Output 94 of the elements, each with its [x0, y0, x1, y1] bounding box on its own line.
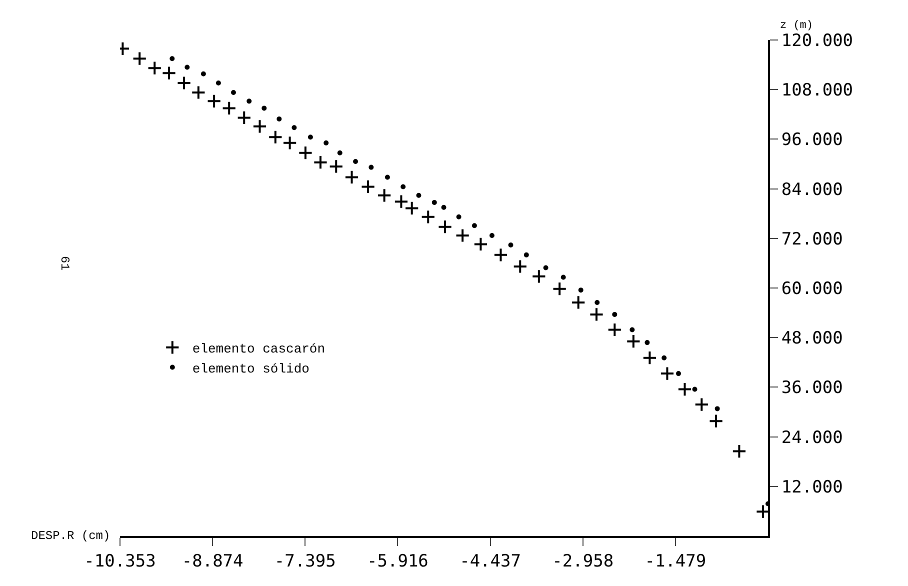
y-tick-label: 72.000: [781, 229, 843, 250]
point: [432, 200, 437, 205]
point: [191, 85, 206, 100]
legend-label: elemento cascarón: [192, 341, 326, 356]
point: [162, 66, 176, 80]
point: [236, 110, 252, 126]
point: [532, 269, 546, 284]
point: [660, 366, 675, 381]
point: [438, 220, 452, 234]
point: [384, 174, 390, 180]
point: [308, 134, 313, 140]
point: [400, 184, 406, 190]
point: [571, 295, 586, 310]
point: [493, 248, 508, 262]
y-tick-label: 108.000: [781, 80, 854, 101]
point: [404, 200, 420, 216]
y-tick-label: 12.000: [781, 477, 843, 498]
y-axis-title: z (m): [780, 20, 814, 32]
point: [607, 322, 622, 338]
x-tick-label: -1.479: [644, 551, 706, 572]
point: [170, 56, 175, 62]
point: [216, 80, 221, 86]
point: [206, 94, 222, 108]
point: [642, 350, 657, 366]
point: [282, 136, 298, 150]
point: [184, 64, 190, 70]
point: [132, 51, 147, 66]
text: 61: [57, 256, 72, 270]
point: [508, 242, 514, 248]
y-tick-label: 36.000: [781, 378, 843, 398]
point: [677, 382, 692, 397]
point: [416, 192, 422, 198]
x-tick-label: -8.874: [182, 551, 244, 572]
point: [394, 194, 409, 209]
point: [377, 188, 392, 203]
point: [328, 159, 344, 174]
point: [298, 146, 313, 160]
point: [694, 397, 709, 412]
point: [732, 444, 747, 459]
point: [512, 259, 528, 274]
point: [456, 214, 462, 220]
point: [353, 159, 358, 164]
point: [708, 414, 724, 428]
x-tick-label: -7.395: [274, 551, 336, 572]
point: [552, 282, 567, 296]
point: [612, 312, 618, 317]
point: [262, 106, 267, 111]
point: [489, 233, 494, 238]
point: [230, 90, 236, 95]
point: [420, 210, 436, 224]
x-tick-label: -2.958: [552, 551, 614, 572]
y-tick-label: 120.000: [781, 30, 854, 51]
point: [268, 130, 283, 144]
point: [200, 71, 206, 76]
point: [222, 100, 236, 116]
point: [626, 334, 641, 349]
x-tick-label: -5.916: [367, 551, 428, 572]
y-tick-label: 60.000: [781, 278, 843, 299]
point: [676, 371, 681, 376]
point: [252, 119, 268, 134]
point: [594, 300, 600, 305]
point: [472, 223, 477, 228]
y-tick-label: 96.000: [781, 130, 843, 150]
point: [630, 327, 635, 332]
point: [176, 76, 192, 90]
point: [276, 116, 282, 122]
x-tick-label: -4.437: [460, 551, 521, 572]
point: [692, 386, 698, 392]
y-tick-label: 84.000: [781, 180, 843, 200]
point: [455, 228, 470, 243]
point: [473, 236, 488, 252]
point: [441, 204, 446, 210]
point: [246, 98, 252, 104]
point: [524, 252, 529, 258]
point: [662, 355, 667, 360]
point: [714, 406, 720, 412]
point: [324, 140, 329, 146]
point: [589, 307, 604, 322]
y-tick-label: 24.000: [781, 428, 843, 448]
x-tick-label: -10.353: [84, 551, 156, 572]
point: [543, 265, 548, 270]
point: [578, 288, 584, 293]
point: [337, 150, 342, 156]
point: [360, 179, 376, 194]
point: [292, 125, 297, 130]
point: [560, 274, 566, 280]
point: [313, 155, 328, 170]
legend-label: elemento sólido: [192, 361, 310, 376]
x-axis-title: DESP.R (cm): [31, 529, 110, 543]
point: [344, 170, 360, 185]
y-tick-label: 48.000: [781, 328, 843, 349]
point: [147, 60, 162, 76]
point: [644, 340, 650, 346]
point: [368, 164, 374, 170]
